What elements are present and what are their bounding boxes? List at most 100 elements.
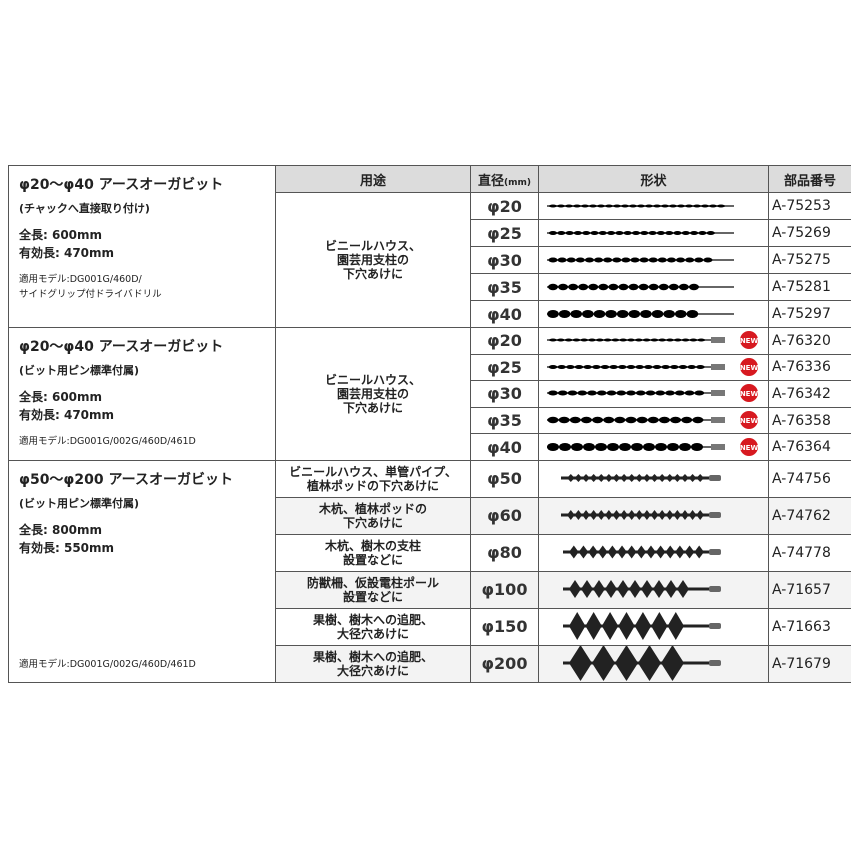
bit-flight xyxy=(549,204,557,207)
bit-flight xyxy=(687,364,696,369)
bit-flight xyxy=(574,510,583,521)
table-row: 防獣柵、仮設電柱ポール 設置などに φ100 A-71657 xyxy=(9,570,851,609)
bit-pin xyxy=(709,586,721,593)
bit-flight xyxy=(688,510,697,521)
bit-flight xyxy=(609,364,618,369)
bit-pin xyxy=(711,337,725,344)
bit-flight xyxy=(636,545,647,559)
bit-flight xyxy=(673,474,682,483)
model-line: 適用モデル:DG001G/002G/460D/461D xyxy=(19,658,196,670)
bit-flight xyxy=(567,510,575,521)
bit-flight xyxy=(565,204,573,207)
bit-flight xyxy=(608,283,619,290)
bit-image-cell xyxy=(538,459,769,498)
bit-flight xyxy=(588,545,598,559)
bit-flight xyxy=(548,364,558,369)
bit-flight xyxy=(581,204,589,207)
bit-flight xyxy=(616,390,627,396)
bit-flight xyxy=(592,646,615,682)
bit-flight xyxy=(573,230,583,235)
bit-flight xyxy=(634,338,643,342)
bit-flight xyxy=(607,442,619,451)
bit-image-cell xyxy=(538,300,769,328)
part-number: A-76358 xyxy=(768,406,851,435)
part-number: A-76342 xyxy=(768,380,851,408)
part-number: A-75281 xyxy=(768,273,851,301)
bit-flight xyxy=(615,230,624,235)
bit-flight xyxy=(688,283,699,290)
part-number: A-76336 xyxy=(768,353,851,382)
new-badge xyxy=(740,384,758,403)
part-number: A-75253 xyxy=(768,192,851,220)
bit-image-cell xyxy=(538,246,769,274)
bit-flight xyxy=(643,510,651,521)
bit-pin xyxy=(709,660,721,667)
bit-flight xyxy=(605,580,617,599)
bit-flight xyxy=(569,646,592,682)
effective-length: 有効長: 470mm xyxy=(19,408,115,422)
bit-flight xyxy=(628,283,639,290)
bit-flight xyxy=(589,510,598,521)
auger-bit-image xyxy=(563,580,721,599)
bit-flight xyxy=(620,474,628,483)
bit-flight xyxy=(665,390,675,396)
group-subtitle: (ビット用ピン標準付属) xyxy=(19,364,140,377)
bit-flight xyxy=(569,416,581,424)
bit-flight xyxy=(694,390,705,396)
bit-flight xyxy=(592,416,604,424)
bit-flight xyxy=(650,338,659,342)
bit-flight xyxy=(557,230,566,235)
bit-flight xyxy=(621,257,631,262)
bit-flight xyxy=(612,510,621,521)
bit-flight xyxy=(548,257,558,262)
diameter: φ100 xyxy=(470,570,539,609)
bit-pin xyxy=(711,417,725,424)
bit-flight xyxy=(623,230,632,235)
bit-flight xyxy=(646,545,656,559)
bit-flight xyxy=(557,390,568,396)
header-diameter: 直径(mm) xyxy=(470,165,539,193)
group-description: φ20〜φ40 アースオーガビット (チャックへ直接取り付け) 全長: 600m… xyxy=(8,165,276,328)
model-line: サイドグリップ付ドライバドリル xyxy=(19,289,162,300)
bit-flight xyxy=(670,416,682,424)
part-number: A-76320 xyxy=(768,327,851,355)
new-badge-label: NEW xyxy=(740,364,759,372)
bit-image-cell: NEW xyxy=(538,380,769,408)
bit-flight xyxy=(653,204,661,207)
part-number: A-74778 xyxy=(768,533,851,572)
bit-image-cell xyxy=(538,533,769,572)
part-number: A-74756 xyxy=(768,459,851,498)
bit-flight xyxy=(598,230,607,235)
diameter: φ150 xyxy=(470,607,539,646)
bit-flight xyxy=(626,390,636,396)
total-length: 全長: 600mm xyxy=(19,390,103,404)
bit-flight xyxy=(631,230,641,235)
bit-flight xyxy=(642,338,651,342)
bit-flight xyxy=(549,338,557,342)
bit-flight xyxy=(648,257,658,262)
auger-bit-image xyxy=(563,545,721,559)
bit-flight xyxy=(696,474,704,483)
bit-pin xyxy=(711,363,725,370)
header-shape: 形状 xyxy=(538,165,769,193)
new-badge-label: NEW xyxy=(740,417,759,425)
table-row: φ30 NEW A-76342 xyxy=(9,380,851,408)
diameter: φ35 xyxy=(470,273,539,301)
diameter: φ20 xyxy=(470,192,539,220)
bit-flight xyxy=(679,442,691,451)
bit-image-cell: NEW xyxy=(538,406,769,435)
bit-flight xyxy=(665,510,674,521)
bit-flight xyxy=(613,204,621,207)
bit-flight xyxy=(658,510,666,521)
bit-flight xyxy=(666,338,674,342)
bit-flight xyxy=(547,416,559,424)
use-cell: 防獣柵、仮設電柱ポール 設置などに xyxy=(275,570,471,609)
bit-flight xyxy=(637,204,645,207)
bit-flight xyxy=(635,510,644,521)
bit-flight xyxy=(636,416,648,424)
bit-flight xyxy=(607,545,618,559)
diameter: φ40 xyxy=(470,433,539,461)
new-badge xyxy=(740,357,758,376)
group-title: φ20〜φ40 アースオーガビット xyxy=(19,177,224,193)
bit-flight xyxy=(580,416,592,424)
